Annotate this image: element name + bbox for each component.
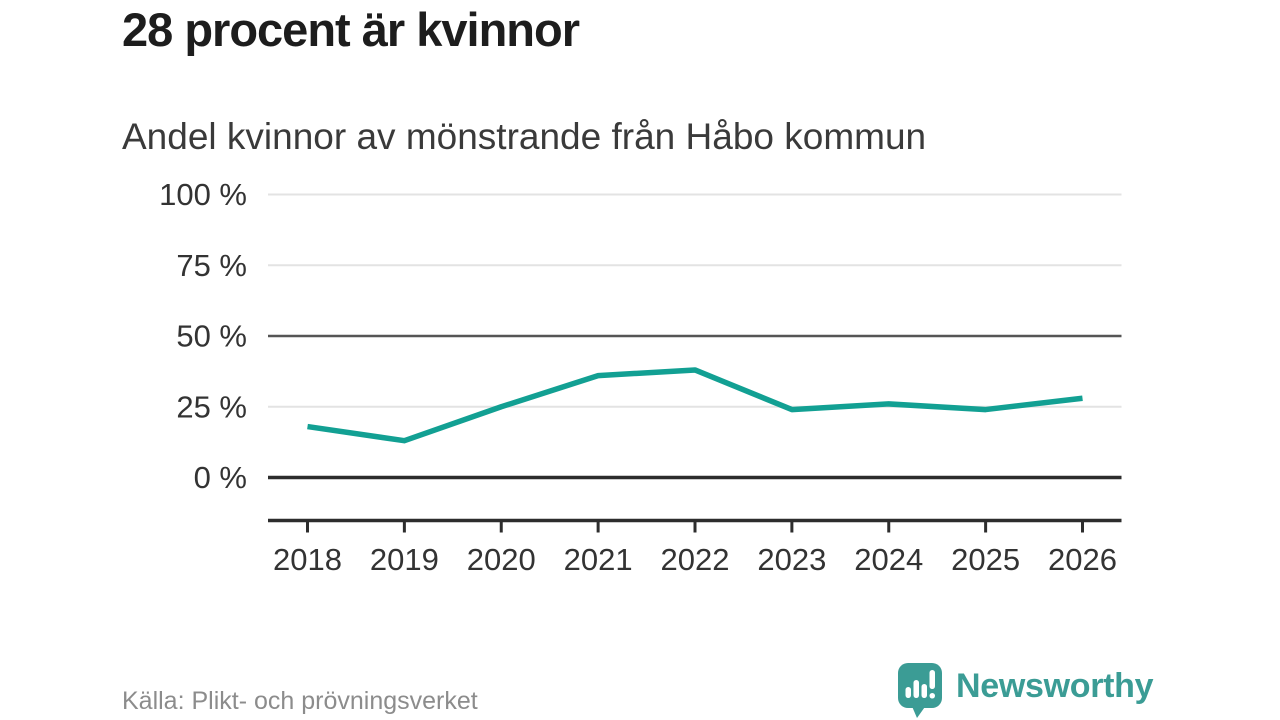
y-tick-label-75: 75 % — [176, 248, 247, 283]
x-tick-label-2018: 2018 — [273, 542, 342, 577]
y-tick-label-100: 100 % — [159, 177, 247, 212]
x-tick-label-2025: 2025 — [951, 542, 1020, 577]
newsworthy-logo-icon — [898, 663, 942, 718]
x-tick-label-2026: 2026 — [1048, 542, 1117, 577]
x-tick-label-2021: 2021 — [564, 542, 633, 577]
chart-title: 28 procent är kvinnor — [122, 3, 580, 56]
chart-subtitle: Andel kvinnor av mönstrande från Håbo ko… — [122, 116, 927, 157]
x-tick-label-2020: 2020 — [467, 542, 536, 577]
brand-name: Newsworthy — [956, 667, 1154, 705]
x-tick-label-2019: 2019 — [370, 542, 439, 577]
y-tick-label-0: 0 % — [194, 460, 247, 495]
brand-footer: Newsworthy — [897, 662, 1154, 718]
x-tick-label-2022: 2022 — [661, 542, 730, 577]
y-tick-label-50: 50 % — [176, 319, 247, 354]
source-note: Källa: Plikt- och prövningsverket — [122, 687, 478, 715]
x-tick-label-2024: 2024 — [854, 542, 923, 577]
y-tick-label-25: 25 % — [176, 389, 247, 424]
x-tick-label-2023: 2023 — [757, 542, 826, 577]
data-line-andel-kvinnor — [307, 367, 1083, 444]
